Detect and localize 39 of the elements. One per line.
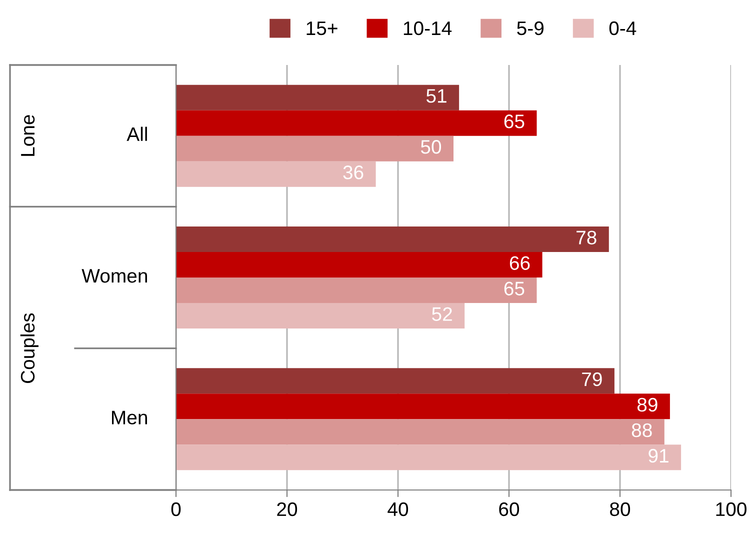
bar [176, 161, 376, 187]
bar [176, 136, 454, 162]
x-tick-label: 100 [716, 502, 746, 516]
y-tick-label: All [126, 126, 147, 141]
x-tick-label: 20 [277, 502, 298, 516]
x-tick-label: 80 [610, 502, 630, 516]
bar [176, 278, 537, 303]
y-tick-label: Men [112, 410, 147, 424]
bar [176, 368, 614, 394]
legend-label: 15+ [306, 22, 338, 36]
bar [176, 394, 670, 420]
legend-label: 5-9 [517, 21, 544, 36]
data-label: 78 [576, 230, 596, 244]
text: Lone [21, 115, 35, 156]
bar [176, 444, 682, 470]
bar [176, 110, 537, 136]
data-label: 91 [648, 448, 668, 463]
bar [176, 419, 664, 445]
data-label: 66 [510, 256, 530, 270]
data-label: 50 [420, 140, 442, 154]
bar [176, 303, 465, 328]
data-label: 36 [343, 166, 364, 180]
data-label: 65 [504, 282, 524, 296]
data-label: 52 [432, 307, 452, 321]
bar [176, 84, 460, 110]
data-label: 79 [582, 372, 602, 386]
text: Couples [20, 313, 38, 384]
data-label: 51 [426, 89, 446, 103]
bar [176, 226, 609, 252]
legend-label: 10-14 [404, 21, 452, 36]
y-tick-label: Women [82, 269, 147, 283]
data-label: 65 [504, 114, 524, 128]
x-tick-label: 60 [499, 502, 520, 516]
data-label: 89 [637, 398, 658, 412]
legend-label: 0-4 [609, 21, 636, 36]
bar [176, 252, 542, 278]
x-tick-label: 0 [171, 502, 181, 516]
x-tick-label: 40 [388, 502, 408, 516]
data-label: 88 [632, 423, 652, 438]
